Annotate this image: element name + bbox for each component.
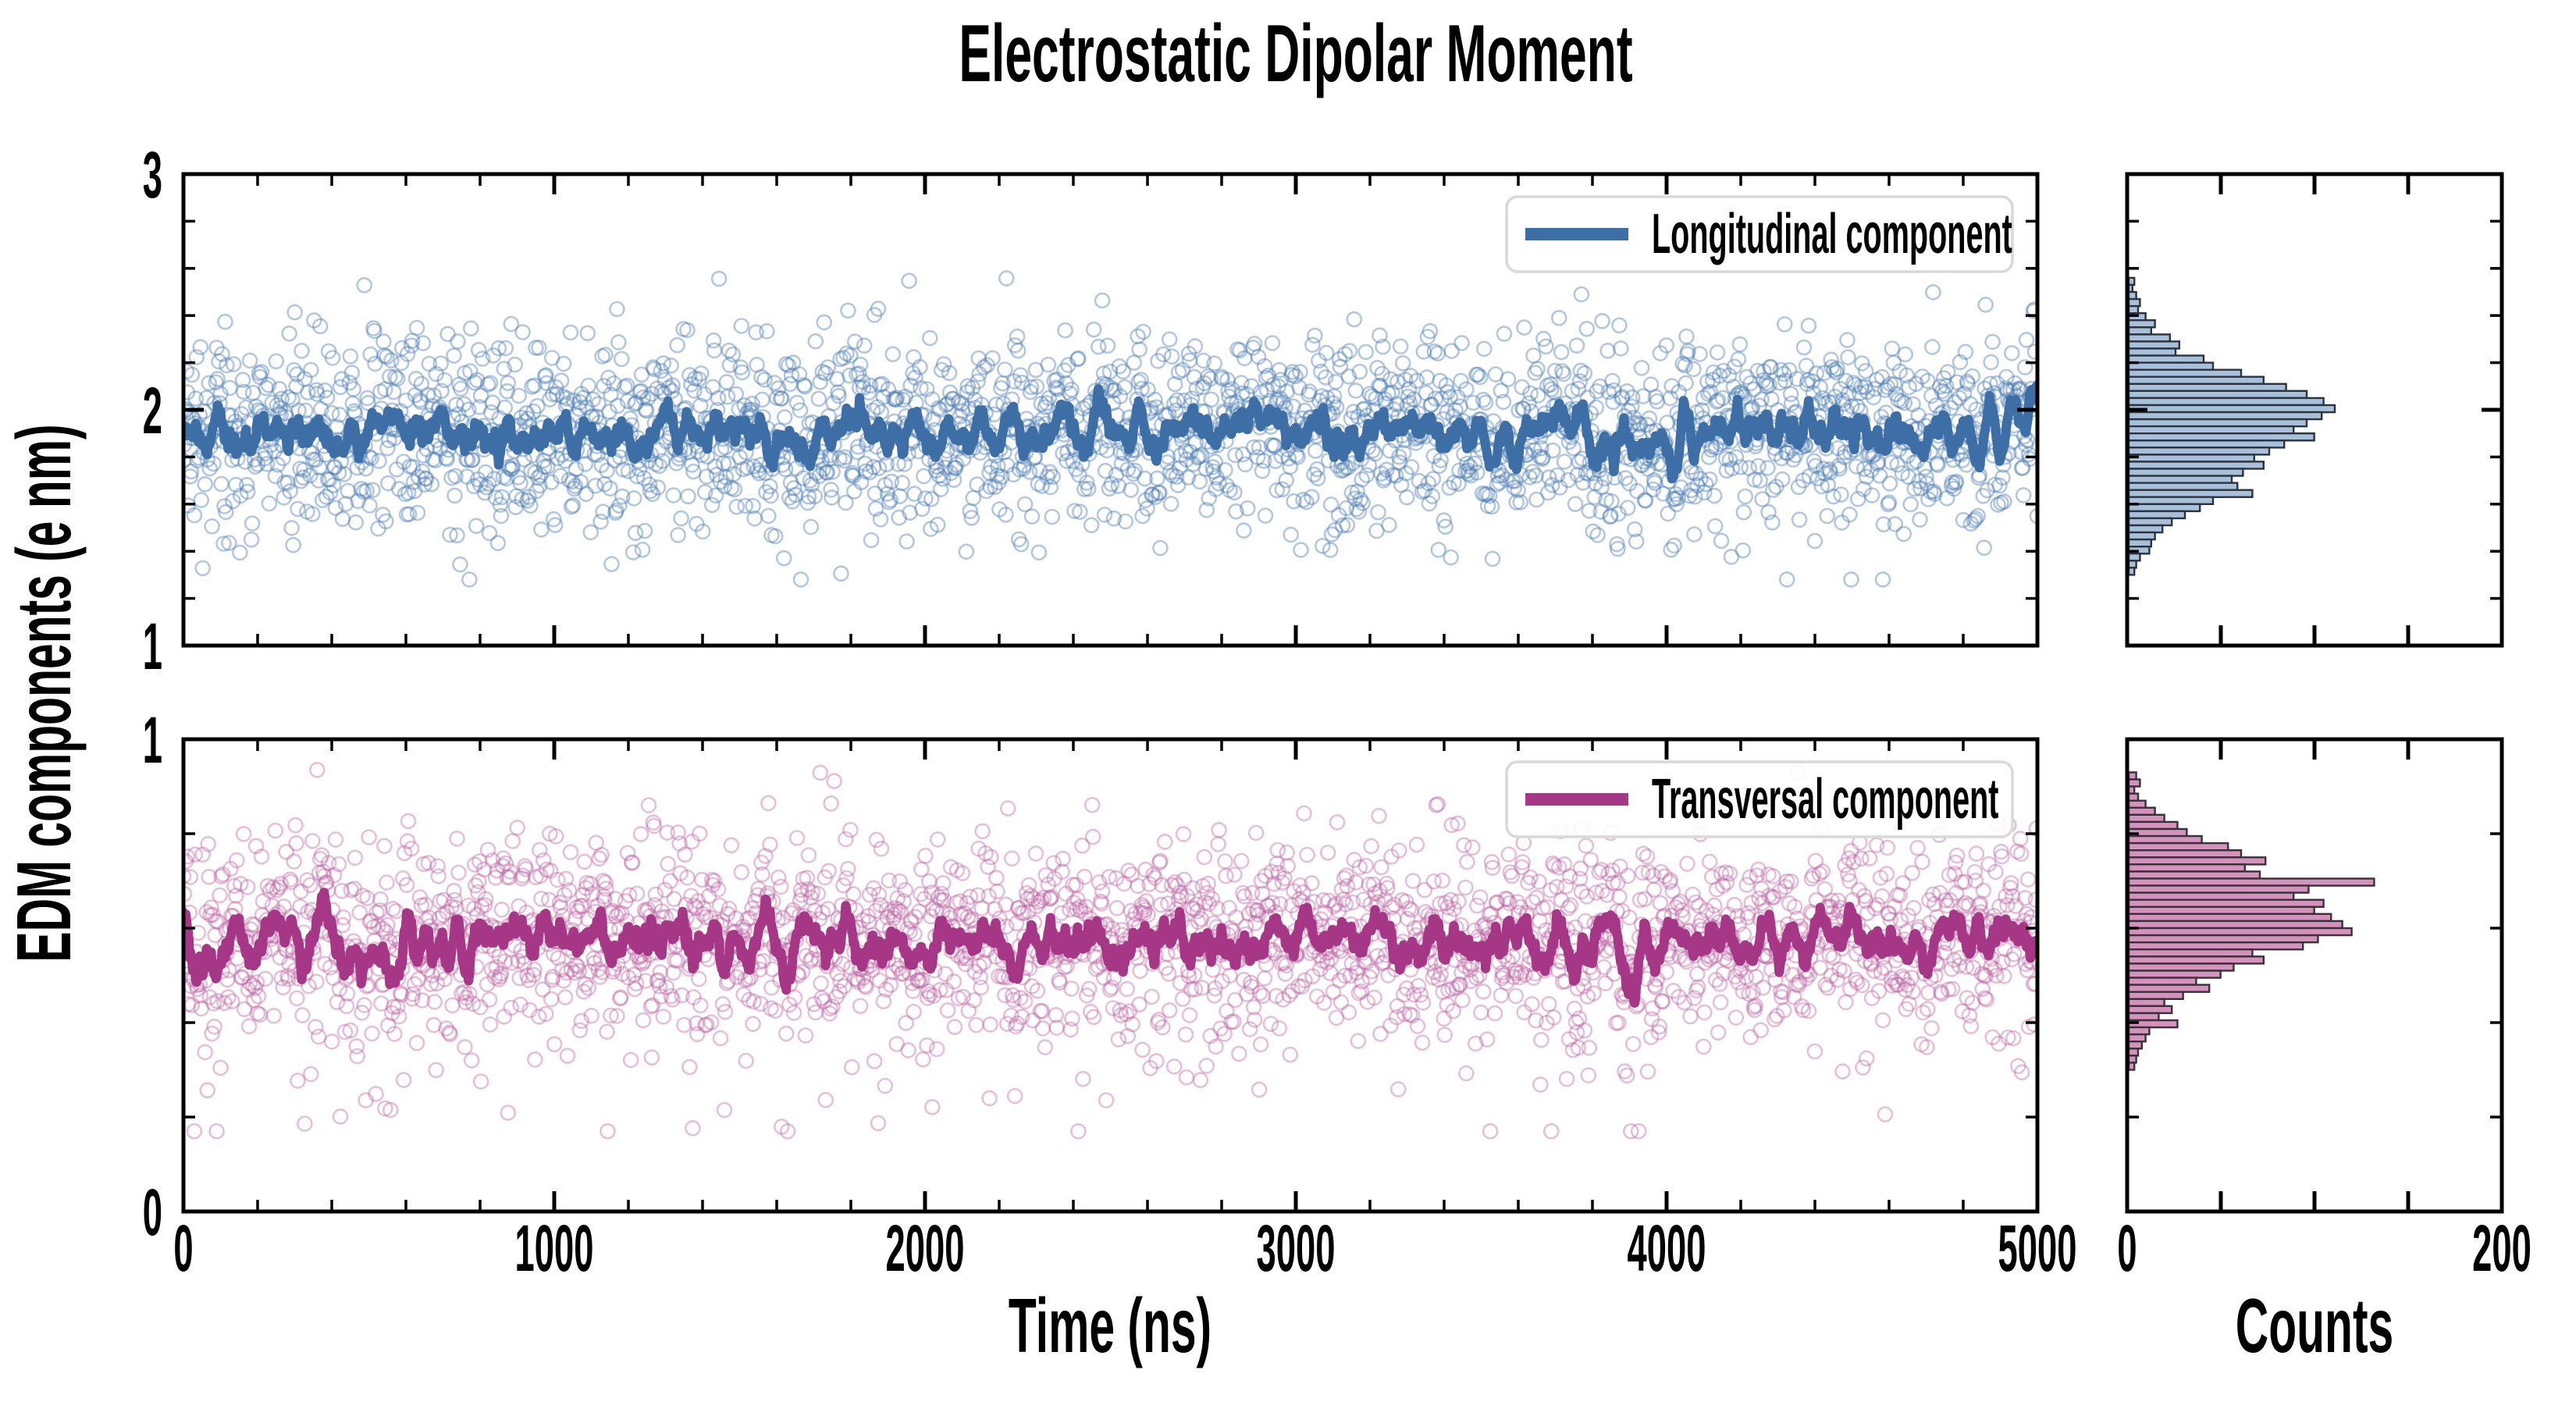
x-tick-label: 2000 (886, 1212, 965, 1285)
plot-layers: 1 2 3 0 1000 2000 3000 4000 5000 0 1 0 200 (143, 139, 2532, 1285)
legend-transversal: Transversal component (1507, 762, 2012, 837)
y-tick-label: 3 (143, 139, 162, 212)
x-tick-label: 200 (2472, 1212, 2532, 1285)
histogram-bars (2129, 772, 2374, 1069)
x-tick-label: 5000 (1998, 1212, 2077, 1285)
y-axis-label: EDM components (e nm) (2, 424, 87, 962)
legend-label-transversal: Transversal component (1652, 768, 1998, 831)
y-tick-label: 2 (143, 375, 162, 447)
y-tick-label: 1 (143, 610, 162, 683)
legend-label-longitudinal: Longitudinal component (1652, 203, 2012, 266)
x-tick-label: 0 (173, 1212, 193, 1285)
x-axis-label-time: Time (ns) (1009, 1284, 1212, 1369)
x-tick-label: 0 (2117, 1212, 2137, 1285)
histogram-bars (2129, 278, 2335, 575)
legend-longitudinal: Longitudinal component (1507, 197, 2012, 272)
x-tick-label: 4000 (1628, 1212, 1706, 1285)
x-tick-label: 3000 (1257, 1212, 1336, 1285)
y-tick-label: 1 (143, 704, 162, 777)
longitudinal-histogram-panel (2127, 174, 2502, 646)
y-tick-label: 0 (143, 1176, 162, 1249)
transversal-histogram-panel: 0 200 (2117, 739, 2531, 1286)
figure-title: Electrostatic Dipolar Moment (959, 9, 1632, 99)
x-axis-label-counts: Counts (2236, 1284, 2393, 1369)
x-tick-label: 1000 (515, 1212, 594, 1285)
